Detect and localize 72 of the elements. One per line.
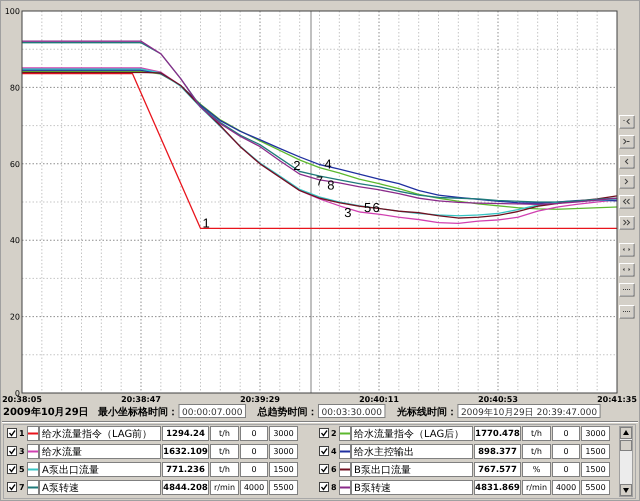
field: 767.577 bbox=[474, 462, 521, 477]
field: t/h bbox=[210, 462, 239, 477]
field: B泵转速 bbox=[351, 480, 473, 495]
legend-row: 8 B泵转速 4831.869 r/min 4000 5500 bbox=[319, 480, 610, 495]
field: 给水流量指令（LAG前） bbox=[39, 426, 161, 441]
field: 1632.109 bbox=[162, 444, 209, 459]
field: t/h bbox=[522, 426, 551, 441]
field: 0 bbox=[240, 426, 268, 441]
legend-label: B泵出口流量 bbox=[354, 464, 411, 476]
annotation: 8 bbox=[327, 177, 334, 192]
x-tick-label: 20:41:35 bbox=[597, 395, 638, 404]
legend-label: A泵转速 bbox=[42, 482, 79, 494]
field: 1500 bbox=[581, 462, 610, 477]
field: r/min bbox=[522, 480, 551, 495]
field: 给水流量 bbox=[39, 444, 161, 459]
legend-row: 7 A泵转速 4844.208 r/min 4000 5500 bbox=[7, 480, 298, 495]
field: 4831.869 bbox=[474, 480, 521, 495]
legend-label: 给水流量指令（LAG前） bbox=[42, 428, 152, 440]
field: 0 bbox=[552, 426, 580, 441]
field: 4000 bbox=[552, 480, 580, 495]
legend-row: 6 B泵出口流量 767.577 % 0 1500 bbox=[319, 462, 610, 477]
y-tick-label: 20 bbox=[10, 312, 20, 322]
y-tick-label: 80 bbox=[10, 83, 20, 92]
field: 3000 bbox=[581, 426, 610, 441]
legend-row: 3 给水流量 1632.109 t/h 0 3000 bbox=[7, 444, 298, 459]
field: 4000 bbox=[240, 480, 268, 495]
field: 0 bbox=[552, 444, 580, 459]
legend-label: 给水流量 bbox=[42, 446, 82, 458]
legend-row: 4 给水主控输出 898.377 t/h 0 1500 bbox=[319, 444, 610, 459]
field: 0 bbox=[552, 462, 580, 477]
field: 给水流量指令（LAG后） bbox=[351, 426, 473, 441]
field: t/h bbox=[210, 426, 239, 441]
field: 898.377 bbox=[474, 444, 521, 459]
field: 0 bbox=[240, 444, 268, 459]
field: B泵出口流量 bbox=[351, 462, 473, 477]
annotation: 3 bbox=[344, 204, 352, 220]
field: 771.236 bbox=[162, 462, 209, 477]
y-tick-label: 40 bbox=[10, 236, 20, 246]
legend-label: 给水流量指令（LAG后） bbox=[354, 428, 464, 440]
legend-row: 2 给水流量指令（LAG后） 1770.478 t/h 0 3000 bbox=[319, 426, 610, 441]
field: 1500 bbox=[581, 444, 610, 459]
info-row: 2009年10月29日 最小坐标格时间： 00:00:07.000 总趋势时间： 00:03:30.000 光标线时间： 2009年10月29日 20:39:47.000 bbox=[3, 404, 601, 418]
field: t/h bbox=[522, 444, 551, 459]
field: 1500 bbox=[269, 462, 298, 477]
field: 1294.24 bbox=[162, 426, 209, 441]
field: % bbox=[522, 462, 551, 477]
y-tick-label: 60 bbox=[10, 160, 20, 169]
x-tick-label: 20:40:53 bbox=[478, 395, 518, 404]
field: 5500 bbox=[269, 480, 298, 495]
y-tick-label: 100 bbox=[4, 7, 20, 16]
field: r/min bbox=[210, 480, 239, 495]
field: A泵出口流量 bbox=[39, 462, 161, 477]
x-tick-label: 20:40:11 bbox=[359, 395, 400, 404]
x-tick-label: 20:38:47 bbox=[121, 395, 161, 404]
field: t/h bbox=[210, 444, 239, 459]
x-tick-label: 20:39:29 bbox=[240, 395, 280, 404]
field: 3000 bbox=[269, 444, 298, 459]
field: 3000 bbox=[269, 426, 298, 441]
legend-label: 给水主控输出 bbox=[354, 446, 414, 458]
legend-row: 1 给水流量指令（LAG前） 1294.24 t/h 0 3000 bbox=[7, 426, 298, 441]
legend-row: 5 A泵出口流量 771.236 t/h 0 1500 bbox=[7, 462, 298, 477]
field: 给水主控输出 bbox=[351, 444, 473, 459]
legend-label: A泵出口流量 bbox=[42, 464, 99, 476]
annotation: 2 bbox=[293, 158, 300, 173]
field: 1770.478 bbox=[474, 426, 521, 441]
legend-label: B泵转速 bbox=[354, 482, 391, 494]
field: 5500 bbox=[581, 480, 610, 495]
field: 4844.208 bbox=[162, 480, 209, 495]
x-tick-label: 20:38:05 bbox=[2, 395, 42, 404]
field: A泵转速 bbox=[39, 480, 161, 495]
annotation: 1 bbox=[202, 216, 210, 231]
field: 0 bbox=[240, 462, 268, 477]
